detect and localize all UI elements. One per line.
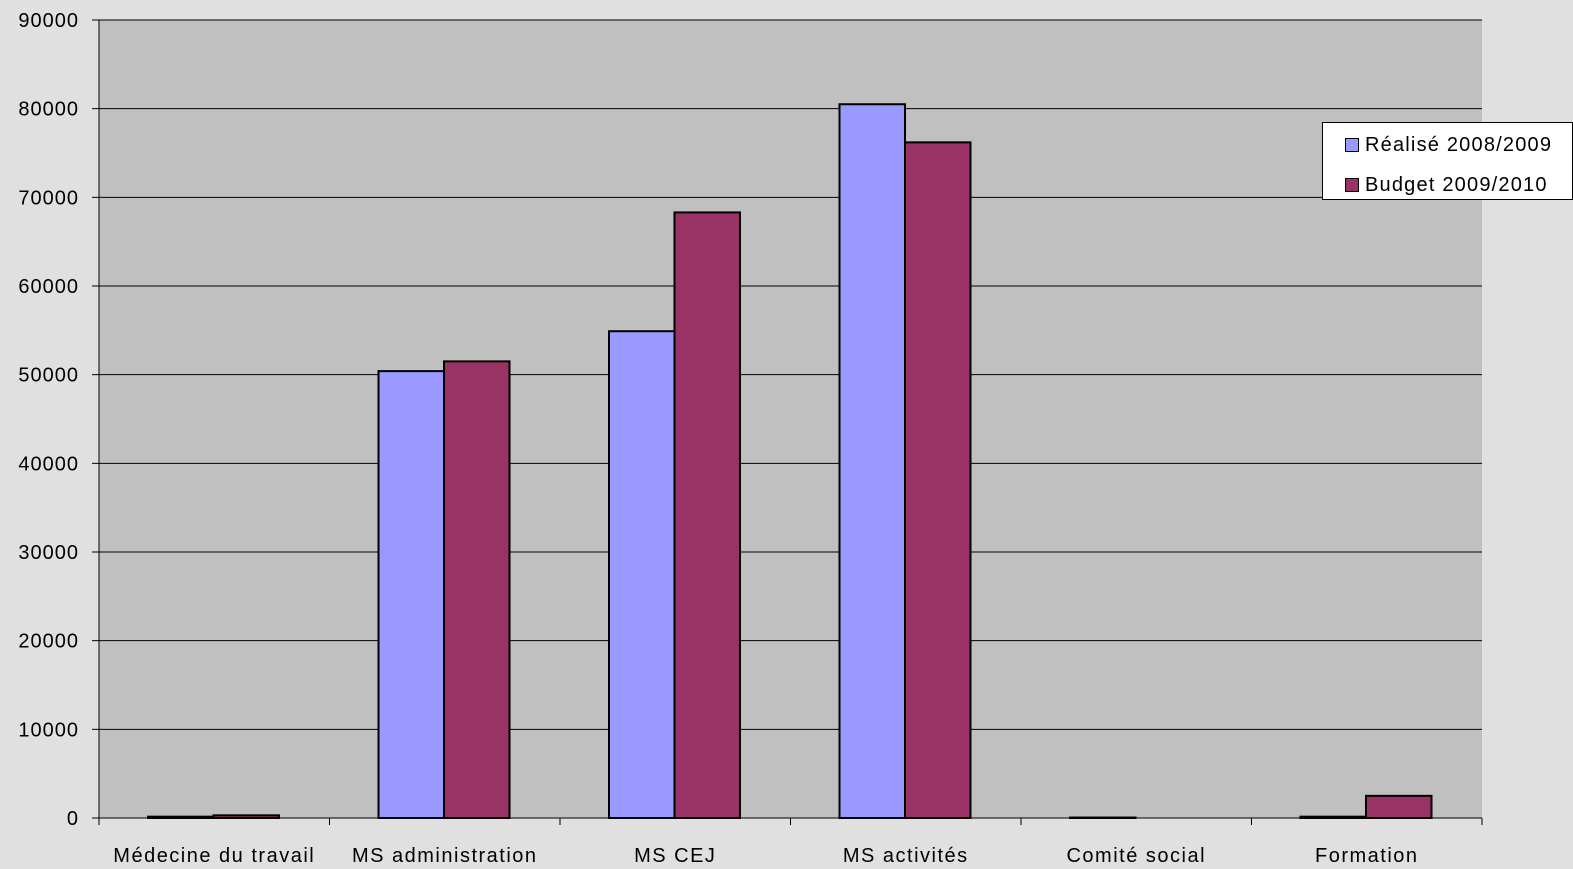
bar-realise-2 [608,330,676,819]
x-category-label: Comité social [1066,845,1206,867]
legend-label-budget: Budget 2009/2010 [1365,173,1548,196]
y-tick-label: 20000 [18,631,79,653]
y-tick-label: 40000 [18,453,79,475]
y-tick-label: 90000 [18,10,79,32]
legend-item-budget: Budget 2009/2010 [1345,173,1548,196]
y-tick-label: 80000 [18,99,79,121]
x-category-label: MS activités [843,845,969,867]
y-tick-label: 70000 [18,187,79,209]
y-tick-label: 60000 [18,276,79,298]
bar-realise-1 [377,370,445,819]
x-category-label: Formation [1315,845,1419,867]
legend-item-realise: Réalisé 2008/2009 [1345,133,1553,156]
y-tick-label: 30000 [18,542,79,564]
bar-budget-1 [443,360,511,819]
plot-area [99,20,1482,818]
bar-budget-2 [673,211,741,819]
bars [147,103,1433,820]
y-tick-label: 10000 [18,719,79,741]
grid-lines [99,19,1482,730]
y-tick-label: 0 [67,808,79,830]
legend-label-realise: Réalisé 2008/2009 [1365,133,1553,156]
x-category-label: MS CEJ [634,845,716,867]
bar-budget-3 [904,141,972,820]
legend-swatch-realise [1345,138,1359,152]
legend-swatch-budget [1345,178,1359,192]
bar-budget-5 [1365,794,1433,819]
legend: Réalisé 2008/2009 Budget 2009/2010 [1322,122,1573,200]
axes [92,19,1483,825]
tick-labels: 0 10000 20000 30000 40000 50000 60000 70000 8000… [18,10,1419,867]
bar-realise-3 [838,103,906,819]
y-tick-label: 50000 [18,365,79,387]
x-category-label: MS administration [352,845,538,867]
x-category-label: Médecine du travail [113,845,315,867]
